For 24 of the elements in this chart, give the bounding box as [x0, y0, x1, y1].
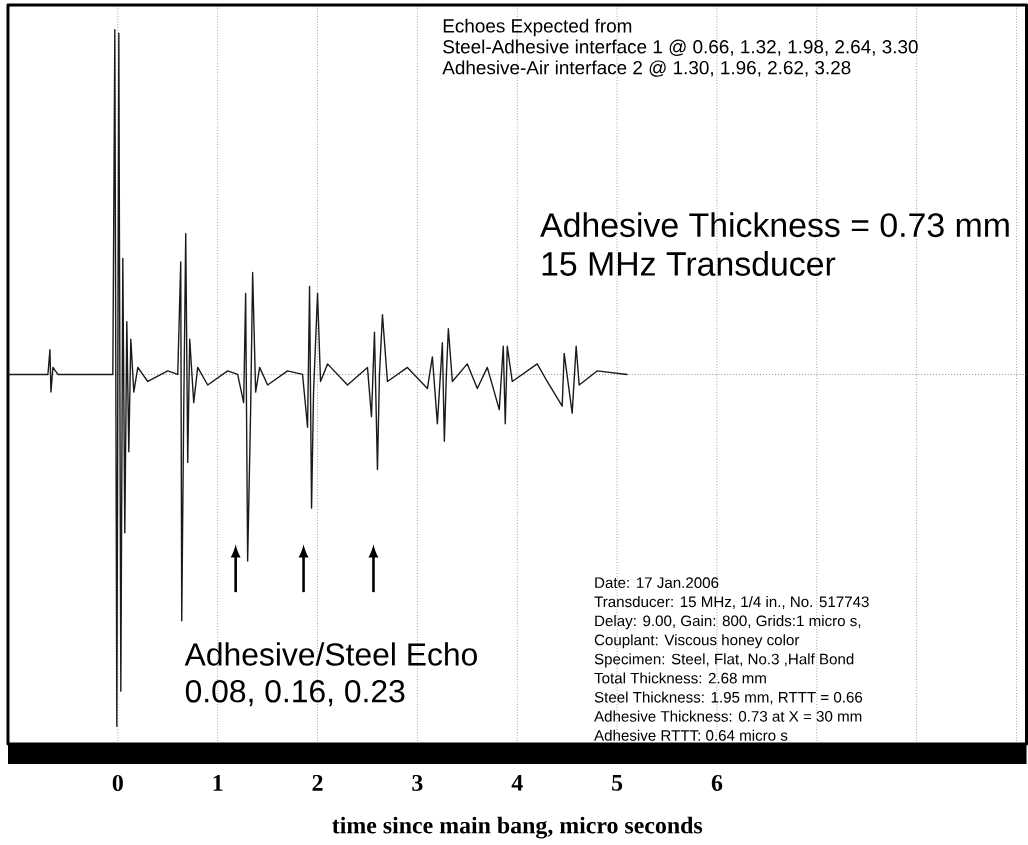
x-tick-label: 5 — [612, 774, 623, 791]
annotation: 0.08, 0.16, 0.23 — [185, 679, 405, 707]
x-tick-label: 6 — [711, 774, 723, 791]
annotation: Echoes Expected from — [443, 18, 632, 37]
annotation: Total Thickness: 2.68 mm — [594, 672, 766, 684]
x-tick-label: 0 — [112, 774, 123, 791]
x-axis-title: time since main bang, micro seconds — [332, 816, 703, 839]
x-tick-label: 3 — [412, 774, 423, 791]
annotation: Steel Thickness: 1.95 mm, RTTT = 0.66 — [594, 691, 863, 705]
annotation: Adhesive Thickness: 0.73 at X = 30 mm — [594, 710, 862, 722]
annotation: Adhesive Thickness = 0.73 mm — [540, 212, 1009, 238]
x-tick-label: 4 — [511, 774, 523, 791]
annotation: Steel-Adhesive interface 1 @ 0.66, 1.32, 1.98, 2.64, 3.30 — [443, 39, 918, 56]
annotation: Delay: 9.00, Gain: 800, Grids:1 micro s, — [595, 615, 861, 630]
annotation: 15 MHz Transducer — [542, 251, 836, 276]
x-tick-label: 2 — [312, 774, 323, 791]
annotation: Couplant: Viscous honey color — [594, 634, 800, 649]
text: Adhesive RTTT: 0.64 micro s — [594, 729, 788, 741]
annotation: Adhesive/Steel Echo — [184, 642, 477, 666]
x-tick-label: 1 — [213, 774, 223, 791]
annotation: Date: 17 Jan.2006 — [595, 577, 719, 588]
annotation: Specimen: Steel, Flat, No.3 ,Half Bond — [594, 653, 854, 668]
annotation: Transducer: 15 MHz, 1/4 in., No. 517743 — [594, 595, 869, 609]
annotation: Adhesive-Air interface 2 @ 1.30, 1.96, 2.62, 3.28 — [442, 60, 851, 77]
